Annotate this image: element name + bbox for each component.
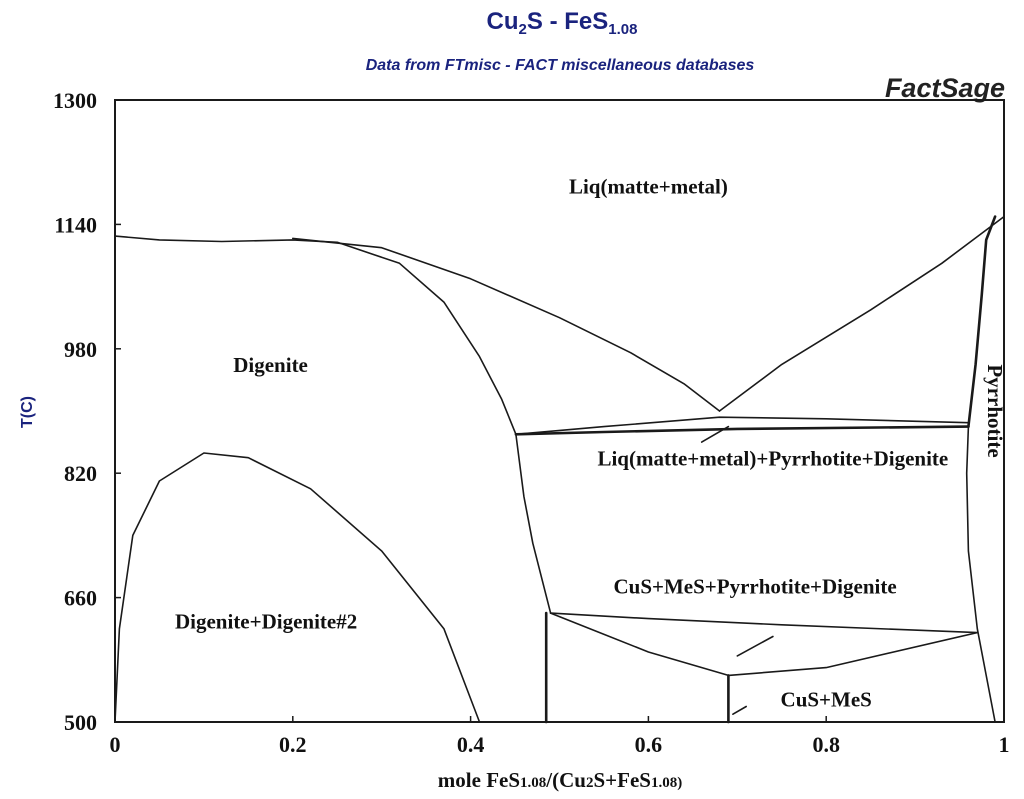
brand-logo: FactSage [885, 73, 1005, 103]
x-axis-label-part: mole FeS [438, 768, 520, 792]
boundary-pyrrhotite-upper [967, 215, 997, 428]
phase-boundaries [114, 215, 1005, 724]
boundary-tie-line-cus [736, 635, 774, 657]
boundary-eutectic-lower [514, 425, 970, 436]
boundary-liquidus-mid [292, 237, 721, 412]
x-tick-label: 0.4 [457, 732, 485, 757]
y-axis-label: T(C) [19, 396, 36, 428]
y-tick-label: 660 [64, 586, 97, 611]
y-tick-label: 820 [64, 461, 97, 486]
x-tick-label: 1 [999, 732, 1010, 757]
region-label: CuS+MeS+Pyrrhotite+Digenite [613, 575, 896, 599]
chart-title: Cu2S - FeS1.08 [487, 8, 638, 38]
x-axis-label-part: S+FeS [593, 768, 650, 792]
boundary-miscibility-gap [114, 452, 481, 723]
region-label: Pyrrhotite [983, 364, 1007, 457]
y-tick-label: 500 [64, 710, 97, 735]
boundary-liquidus-left [114, 235, 517, 436]
region-label: Digenite [233, 353, 308, 377]
boundary-peritectic-upper [549, 612, 979, 634]
boundary-pyrrhotite-left-boundary [965, 425, 996, 723]
region-label: Liq(matte+metal)+Pyrrhotite+Digenite [597, 446, 948, 470]
chart-subtitle: Data from FTmisc - FACT miscellaneous da… [366, 57, 755, 74]
x-tick-label: 0.8 [812, 732, 840, 757]
x-axis-label-part: 1 [651, 775, 659, 791]
boundary-tie-line-cusmes [732, 705, 747, 715]
x-axis-label-part: /(Cu [545, 768, 586, 792]
x-tick-labels: 0 0.2 0.4 0.6 0.8 1 [110, 732, 1010, 757]
x-tick-label: 0.6 [635, 732, 663, 757]
boundary-digenite-right-boundary [515, 433, 552, 614]
y-tick-labels: 500 660 820 980 1140 1300 [53, 88, 97, 735]
boundary-tie-line-liq [700, 425, 730, 443]
x-axis-label-part: .08) [658, 775, 682, 791]
x-axis-label: mole FeS1.08/(Cu2S+FeS1.08) [438, 768, 682, 792]
boundary-liquidus-right [718, 215, 1005, 412]
x-axis-label-part: 2 [586, 775, 594, 791]
x-axis-label-part: 1.08 [520, 775, 546, 791]
axis-ticks [114, 99, 1005, 723]
y-tick-label: 980 [64, 337, 97, 362]
x-tick-label: 0 [110, 732, 121, 757]
region-label: Digenite+Digenite#2 [175, 610, 357, 634]
y-tick-label: 1140 [54, 212, 97, 237]
region-labels: Liq(matte+metal) Digenite Liq(matte+metal)… [175, 174, 1007, 711]
region-label: Liq(matte+metal) [569, 174, 728, 198]
y-tick-label: 1300 [53, 88, 97, 113]
x-tick-label: 0.2 [279, 732, 307, 757]
boundary-eutectic-upper [515, 416, 970, 436]
boundary-peritectic-lower [549, 612, 979, 677]
region-label: CuS+MeS [781, 687, 872, 711]
